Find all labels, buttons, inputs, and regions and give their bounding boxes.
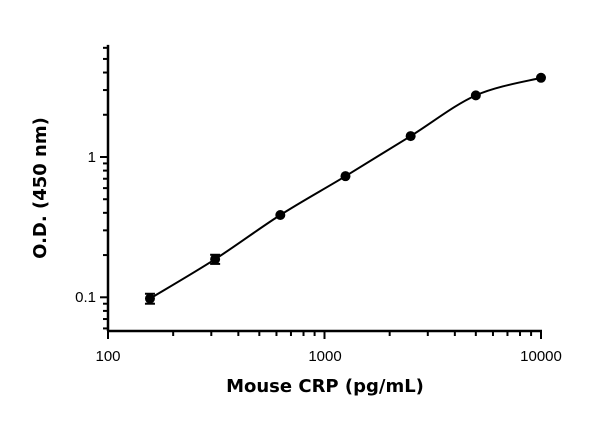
data-points — [144, 72, 546, 305]
x-tick-label: 1000 — [308, 348, 341, 365]
data-point — [275, 210, 286, 221]
fit-curve — [149, 76, 542, 300]
x-tick-label: 10000 — [520, 348, 562, 365]
axes — [100, 44, 542, 339]
data-point — [536, 72, 546, 83]
data-point — [340, 171, 351, 182]
data-point — [470, 90, 481, 101]
fit-curve-layer — [149, 76, 542, 300]
x-axis-label: Mouse CRP (pg/mL) — [226, 376, 424, 397]
y-tick-label: 1 — [88, 149, 96, 166]
data-point — [210, 254, 221, 265]
x-tick-label: 100 — [95, 348, 120, 365]
y-tick-label: 0.1 — [75, 289, 96, 306]
y-axis-label: O.D. (450 nm) — [30, 117, 51, 259]
data-point — [144, 293, 155, 304]
data-point — [405, 131, 416, 142]
